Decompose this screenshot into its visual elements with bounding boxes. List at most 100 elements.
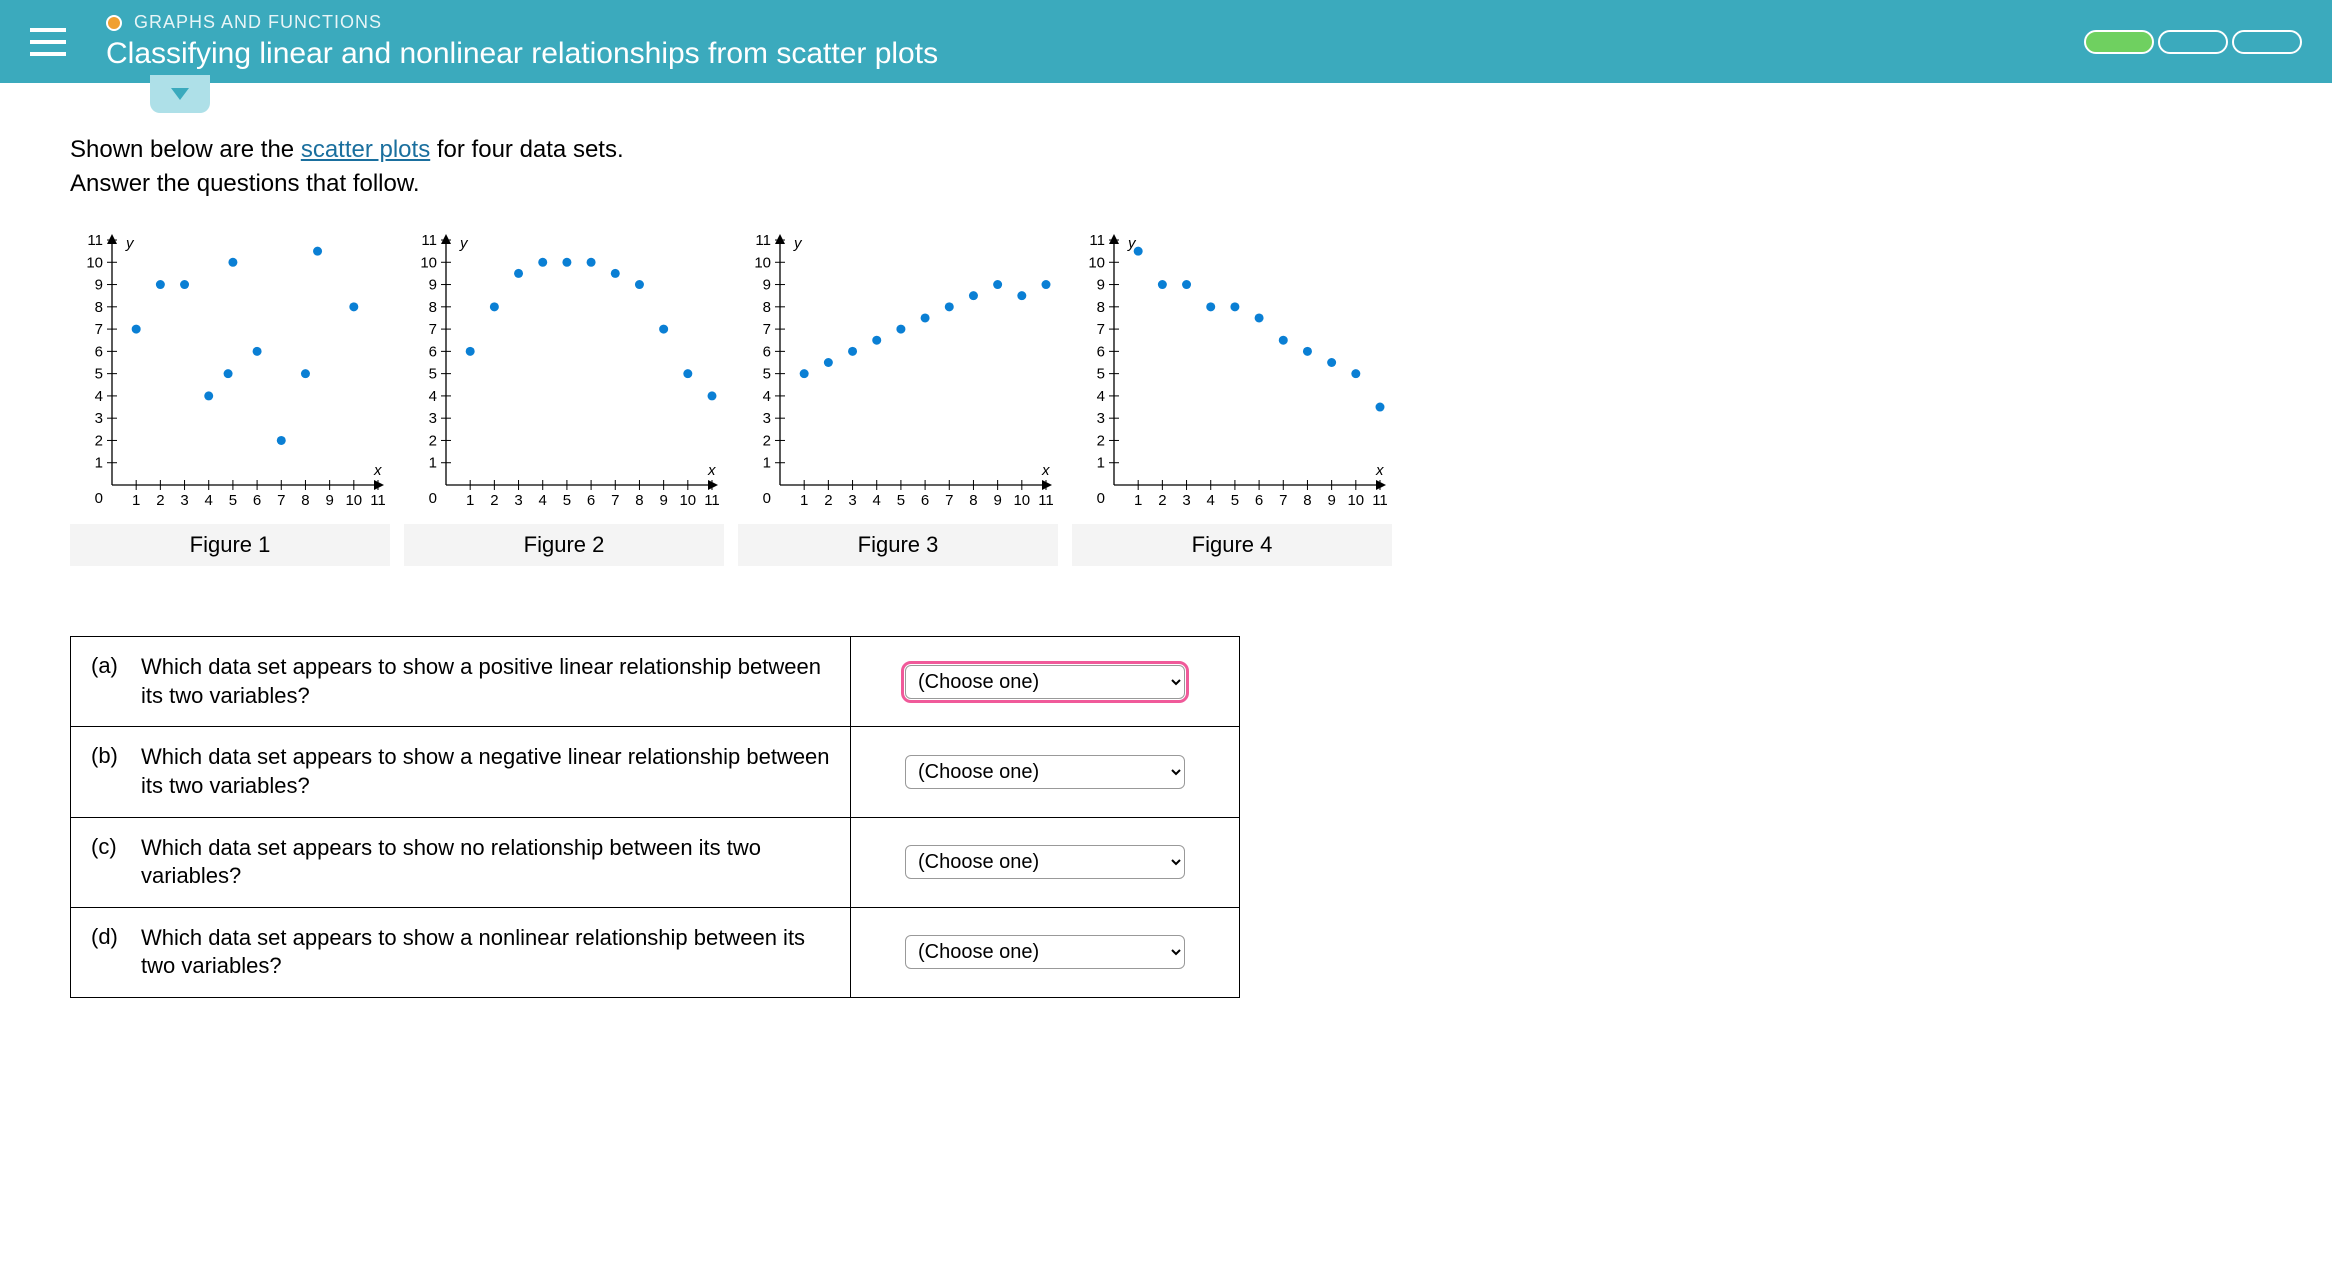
svg-text:0: 0 bbox=[429, 490, 437, 507]
content-area: Shown below are the scatter plots for fo… bbox=[0, 83, 2332, 1028]
svg-text:11: 11 bbox=[1372, 492, 1388, 509]
scatter-chart: 123456789101101234567891011yx bbox=[70, 230, 390, 520]
scatter-plots-link[interactable]: scatter plots bbox=[301, 136, 430, 163]
answer-select[interactable]: (Choose one) bbox=[905, 755, 1185, 789]
svg-text:1: 1 bbox=[800, 492, 808, 509]
svg-text:3: 3 bbox=[848, 492, 856, 509]
svg-text:5: 5 bbox=[95, 366, 103, 383]
svg-text:5: 5 bbox=[429, 366, 437, 383]
svg-text:x: x bbox=[373, 462, 382, 479]
dropdown-tab[interactable] bbox=[150, 75, 210, 113]
svg-text:6: 6 bbox=[763, 344, 771, 361]
svg-text:10: 10 bbox=[420, 254, 437, 271]
svg-text:10: 10 bbox=[679, 492, 696, 509]
svg-text:10: 10 bbox=[1088, 254, 1105, 271]
svg-text:8: 8 bbox=[635, 492, 643, 509]
svg-text:6: 6 bbox=[1255, 492, 1263, 509]
svg-text:7: 7 bbox=[429, 321, 437, 338]
answer-select[interactable]: (Choose one) bbox=[905, 665, 1185, 699]
svg-text:8: 8 bbox=[763, 299, 771, 316]
svg-text:3: 3 bbox=[1097, 410, 1105, 427]
question-select-cell: (Choose one) bbox=[851, 908, 1239, 997]
svg-text:x: x bbox=[707, 462, 716, 479]
svg-text:7: 7 bbox=[763, 321, 771, 338]
svg-text:2: 2 bbox=[1097, 433, 1105, 450]
svg-text:1: 1 bbox=[1134, 492, 1142, 509]
scatter-chart: 123456789101101234567891011yx bbox=[404, 230, 724, 520]
svg-text:7: 7 bbox=[945, 492, 953, 509]
svg-text:y: y bbox=[125, 235, 135, 252]
answer-select[interactable]: (Choose one) bbox=[905, 845, 1185, 879]
svg-text:9: 9 bbox=[993, 492, 1001, 509]
question-row: (c) Which data set appears to show no re… bbox=[71, 818, 1239, 908]
answer-select[interactable]: (Choose one) bbox=[905, 935, 1185, 969]
svg-text:4: 4 bbox=[873, 492, 881, 509]
app-header: GRAPHS AND FUNCTIONS Classifying linear … bbox=[0, 0, 2332, 83]
svg-text:9: 9 bbox=[429, 277, 437, 294]
svg-text:10: 10 bbox=[86, 254, 103, 271]
svg-text:8: 8 bbox=[301, 492, 309, 509]
svg-text:8: 8 bbox=[429, 299, 437, 316]
svg-text:2: 2 bbox=[156, 492, 164, 509]
svg-text:2: 2 bbox=[490, 492, 498, 509]
question-label: (b) bbox=[91, 743, 141, 769]
svg-text:7: 7 bbox=[611, 492, 619, 509]
question-text-cell: (c) Which data set appears to show no re… bbox=[71, 818, 851, 907]
svg-text:9: 9 bbox=[763, 277, 771, 294]
svg-text:7: 7 bbox=[1097, 321, 1105, 338]
menu-icon[interactable] bbox=[30, 28, 66, 56]
progress-seg-1 bbox=[2084, 30, 2154, 54]
svg-text:11: 11 bbox=[370, 492, 386, 509]
svg-text:4: 4 bbox=[763, 388, 771, 405]
svg-text:10: 10 bbox=[1013, 492, 1030, 509]
svg-text:6: 6 bbox=[587, 492, 595, 509]
svg-text:5: 5 bbox=[1097, 366, 1105, 383]
svg-text:4: 4 bbox=[95, 388, 103, 405]
svg-text:3: 3 bbox=[514, 492, 522, 509]
svg-text:6: 6 bbox=[253, 492, 261, 509]
svg-text:1: 1 bbox=[763, 455, 771, 472]
svg-text:2: 2 bbox=[1158, 492, 1166, 509]
chevron-down-icon bbox=[171, 88, 189, 100]
svg-text:10: 10 bbox=[1347, 492, 1364, 509]
question-label: (a) bbox=[91, 653, 141, 679]
svg-text:4: 4 bbox=[205, 492, 213, 509]
svg-text:0: 0 bbox=[95, 490, 103, 507]
svg-text:9: 9 bbox=[1097, 277, 1105, 294]
svg-text:1: 1 bbox=[95, 455, 103, 472]
svg-text:11: 11 bbox=[1089, 232, 1105, 249]
svg-text:6: 6 bbox=[95, 344, 103, 361]
svg-text:x: x bbox=[1375, 462, 1384, 479]
figure-label: Figure 1 bbox=[70, 524, 390, 566]
question-text-cell: (b) Which data set appears to show a neg… bbox=[71, 727, 851, 816]
progress-seg-3 bbox=[2232, 30, 2302, 54]
svg-text:7: 7 bbox=[277, 492, 285, 509]
category-line: GRAPHS AND FUNCTIONS bbox=[106, 12, 2084, 33]
figures-row: 123456789101101234567891011yxFigure 1123… bbox=[70, 230, 2262, 566]
svg-text:3: 3 bbox=[1182, 492, 1190, 509]
svg-text:6: 6 bbox=[1097, 344, 1105, 361]
svg-text:8: 8 bbox=[969, 492, 977, 509]
svg-text:3: 3 bbox=[763, 410, 771, 427]
intro-line2: Answer the questions that follow. bbox=[70, 170, 420, 197]
figure-4: 123456789101101234567891011yxFigure 4 bbox=[1072, 230, 1392, 566]
question-body: Which data set appears to show no relati… bbox=[141, 834, 830, 891]
svg-text:4: 4 bbox=[1207, 492, 1215, 509]
header-text: GRAPHS AND FUNCTIONS Classifying linear … bbox=[106, 12, 2084, 71]
svg-text:2: 2 bbox=[763, 433, 771, 450]
question-label: (c) bbox=[91, 834, 141, 860]
progress-indicator bbox=[2084, 30, 2302, 54]
question-row: (d) Which data set appears to show a non… bbox=[71, 908, 1239, 997]
question-body: Which data set appears to show a nonline… bbox=[141, 924, 830, 981]
question-text-cell: (d) Which data set appears to show a non… bbox=[71, 908, 851, 997]
figure-1: 123456789101101234567891011yxFigure 1 bbox=[70, 230, 390, 566]
scatter-chart: 123456789101101234567891011yx bbox=[738, 230, 1058, 520]
question-label: (d) bbox=[91, 924, 141, 950]
figure-3: 123456789101101234567891011yxFigure 3 bbox=[738, 230, 1058, 566]
svg-text:6: 6 bbox=[429, 344, 437, 361]
svg-text:10: 10 bbox=[754, 254, 771, 271]
svg-text:1: 1 bbox=[132, 492, 140, 509]
question-select-cell: (Choose one) bbox=[851, 818, 1239, 907]
svg-text:8: 8 bbox=[1097, 299, 1105, 316]
scatter-chart: 123456789101101234567891011yx bbox=[1072, 230, 1392, 520]
